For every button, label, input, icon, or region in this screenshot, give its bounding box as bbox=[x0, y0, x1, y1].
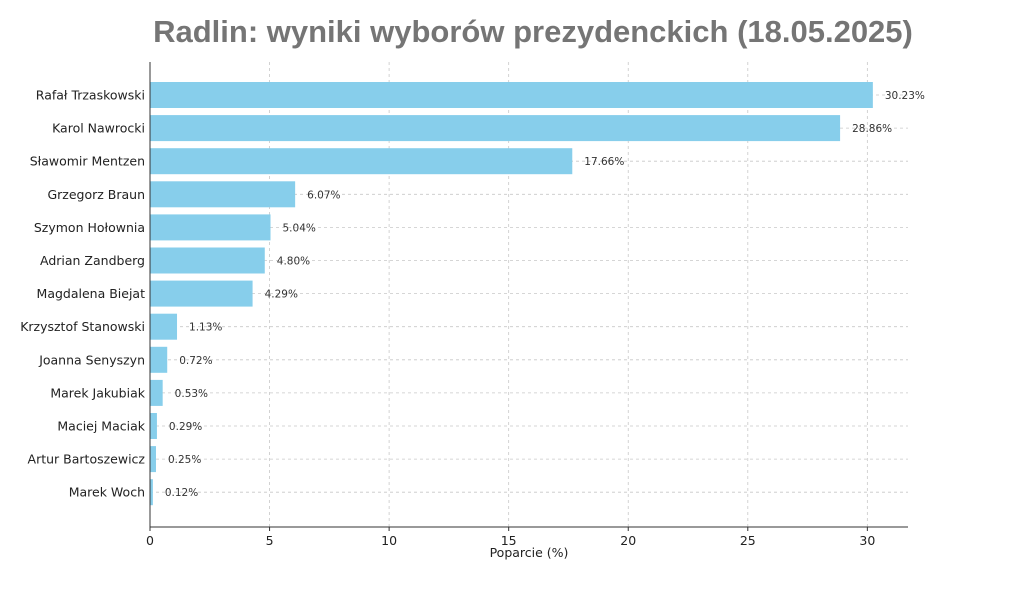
bar bbox=[150, 313, 178, 340]
value-label: 30.23% bbox=[885, 90, 925, 102]
x-tick-label: 0 bbox=[146, 533, 154, 548]
value-label: 0.72% bbox=[179, 355, 212, 367]
value-label: 1.13% bbox=[189, 322, 222, 334]
category-label: Rafał Trzaskowski bbox=[36, 88, 145, 103]
category-label: Joanna Senyszyn bbox=[38, 352, 145, 367]
category-label: Karol Nawrocki bbox=[52, 121, 145, 136]
bar bbox=[150, 148, 573, 175]
x-ticks: 0 5 10 15 20 25 30 bbox=[146, 527, 875, 548]
bar bbox=[150, 214, 271, 241]
value-label: 28.86% bbox=[852, 123, 892, 135]
bar bbox=[150, 479, 153, 506]
category-labels: Rafał Trzaskowski Karol Nawrocki Sławomir … bbox=[20, 88, 146, 500]
value-label: 0.29% bbox=[169, 421, 202, 433]
category-label: Maciej Maciak bbox=[57, 419, 145, 434]
category-label: Krzysztof Stanowski bbox=[20, 319, 145, 334]
x-tick-label: 25 bbox=[740, 533, 756, 548]
value-label: 4.80% bbox=[277, 256, 310, 268]
bar bbox=[150, 82, 873, 108]
category-label: Magdalena Biejat bbox=[37, 286, 146, 301]
value-label: 4.29% bbox=[265, 289, 298, 301]
value-label: 6.07% bbox=[307, 189, 340, 201]
bar bbox=[150, 280, 253, 307]
x-tick-label: 10 bbox=[381, 533, 397, 548]
x-tick-label: 30 bbox=[859, 533, 875, 548]
bar bbox=[150, 346, 168, 373]
value-label: 0.25% bbox=[168, 454, 201, 466]
category-label: Szymon Hołownia bbox=[34, 220, 145, 235]
category-label: Sławomir Mentzen bbox=[30, 154, 145, 169]
category-label: Artur Bartoszewicz bbox=[28, 452, 146, 467]
value-label: 17.66% bbox=[584, 156, 624, 168]
value-label: 0.12% bbox=[165, 487, 198, 499]
bar bbox=[150, 413, 157, 439]
x-tick-label: 5 bbox=[266, 533, 274, 548]
category-label: Marek Jakubiak bbox=[50, 385, 145, 400]
bar bbox=[150, 181, 296, 208]
axes bbox=[149, 62, 908, 528]
bar bbox=[150, 379, 163, 406]
bars bbox=[150, 82, 873, 506]
chart-title: Radlin: wyniki wyborów prezydenckich (18… bbox=[153, 14, 913, 49]
bar bbox=[150, 115, 841, 142]
x-axis-label: Poparcie (%) bbox=[490, 545, 569, 560]
value-label: 5.04% bbox=[283, 222, 316, 234]
value-label: 0.53% bbox=[175, 388, 208, 400]
category-label: Adrian Zandberg bbox=[40, 253, 145, 268]
bar bbox=[150, 446, 156, 473]
x-tick-label: 20 bbox=[620, 533, 636, 548]
x-tick-label: 15 bbox=[501, 533, 517, 548]
category-label: Grzegorz Braun bbox=[47, 187, 145, 202]
bar bbox=[150, 247, 265, 274]
value-labels: 30.23% 28.86% 17.66% 6.07% 5.04% 4.80% 4.29% 1.… bbox=[165, 90, 925, 499]
category-label: Marek Woch bbox=[69, 485, 145, 500]
